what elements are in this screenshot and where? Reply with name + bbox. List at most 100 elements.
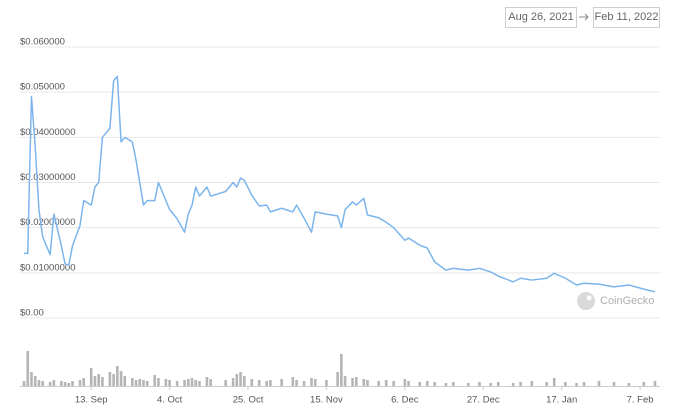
range-arrow bbox=[579, 13, 589, 21]
volume-bar bbox=[130, 378, 134, 386]
volume-bar bbox=[138, 379, 142, 386]
x-tick-label: 6. Dec bbox=[391, 395, 419, 406]
volume-bar bbox=[612, 382, 616, 386]
volume-bar bbox=[168, 380, 171, 386]
y-tick-label: $0.04000000 bbox=[20, 127, 75, 138]
volume-bar bbox=[302, 381, 306, 386]
volume-bar bbox=[384, 380, 388, 386]
volume-bar bbox=[164, 379, 168, 386]
volume-bar bbox=[134, 380, 138, 386]
x-tick-label: 17. Jan bbox=[546, 395, 577, 406]
volume-bar bbox=[89, 368, 93, 386]
volume-bar bbox=[78, 380, 82, 386]
volume-bar bbox=[198, 381, 201, 386]
y-tick-label: $0.01000000 bbox=[20, 262, 75, 273]
x-tick-label: 27. Dec bbox=[467, 395, 500, 406]
volume-bar bbox=[575, 383, 578, 386]
watermark-text: CoinGecko bbox=[600, 295, 654, 307]
volume-bar bbox=[418, 382, 422, 386]
volume-bar bbox=[295, 380, 298, 386]
x-tick-label: 25. Oct bbox=[233, 395, 264, 406]
volume-bar bbox=[343, 376, 347, 386]
volume-bar bbox=[280, 379, 283, 386]
volume-bar bbox=[653, 381, 657, 386]
y-tick-label: $0.050000 bbox=[20, 82, 65, 93]
volume-bar bbox=[325, 380, 328, 386]
date-to[interactable]: Feb 11, 2022 bbox=[593, 7, 660, 28]
volume-bar bbox=[157, 378, 160, 386]
volume-bar bbox=[82, 378, 86, 386]
volume-bar bbox=[194, 380, 198, 386]
volume-bar bbox=[153, 375, 156, 386]
y-tick-label: $0.060000 bbox=[20, 37, 65, 48]
volume-bar bbox=[355, 377, 358, 386]
price-line bbox=[24, 75, 656, 293]
volume-bar bbox=[452, 382, 455, 386]
volume-bar bbox=[313, 379, 317, 386]
volume-bar bbox=[392, 381, 395, 386]
volume-bar bbox=[478, 382, 481, 386]
volume-bar bbox=[119, 371, 123, 386]
volume-bar bbox=[63, 382, 67, 386]
volume-bar bbox=[291, 377, 295, 386]
volume-bar bbox=[597, 381, 601, 386]
volume-bar bbox=[407, 381, 410, 386]
y-tick-label: $0.00 bbox=[20, 308, 44, 319]
volume-bar bbox=[564, 382, 567, 386]
volume-bar bbox=[205, 377, 209, 386]
volume-bar bbox=[545, 382, 549, 386]
volume-bar bbox=[30, 372, 33, 386]
volume-bar bbox=[351, 378, 354, 386]
volume-bar bbox=[235, 374, 239, 386]
volume-bar bbox=[224, 380, 227, 386]
date-from[interactable]: Aug 26, 2021 bbox=[505, 7, 577, 28]
volume-bar bbox=[582, 382, 586, 386]
volume-bar bbox=[627, 383, 631, 386]
volume-bar bbox=[403, 379, 407, 386]
volume-bar bbox=[190, 378, 194, 386]
volume-bar bbox=[41, 381, 44, 386]
x-tick-label: 15. Nov bbox=[310, 395, 343, 406]
volume-bar bbox=[37, 380, 41, 386]
watermark: CoinGecko bbox=[577, 292, 654, 310]
volume-bar bbox=[444, 383, 448, 386]
volume-bar bbox=[433, 382, 437, 386]
volume-bar bbox=[108, 372, 112, 386]
x-tick-label: 13. Sep bbox=[75, 395, 108, 406]
volume-bar bbox=[340, 354, 343, 386]
volume-bar bbox=[93, 376, 97, 386]
volume-bar bbox=[377, 381, 381, 386]
volume-bar bbox=[257, 380, 261, 386]
volume-bar bbox=[265, 381, 268, 386]
volume-bar bbox=[101, 377, 104, 386]
volume-bar bbox=[496, 382, 500, 386]
volume-bar bbox=[489, 383, 493, 386]
volume-bar bbox=[269, 380, 272, 386]
volume-bar bbox=[530, 381, 534, 386]
volume-bar bbox=[175, 381, 179, 386]
volume-bar bbox=[467, 383, 470, 386]
volume-bar bbox=[112, 374, 115, 386]
x-tick-label: 7. Feb bbox=[627, 395, 654, 406]
volume-bar bbox=[239, 372, 242, 386]
volume-bar bbox=[71, 381, 74, 386]
volume-bar bbox=[362, 379, 366, 386]
volume-bar bbox=[52, 380, 56, 386]
volume-bar bbox=[250, 379, 254, 386]
volume-bar bbox=[116, 366, 119, 386]
volume-bar bbox=[145, 381, 149, 386]
volume-bar bbox=[22, 381, 26, 386]
volume-bar bbox=[67, 383, 71, 386]
volume-bar bbox=[60, 381, 63, 386]
y-tick-label: $0.02000000 bbox=[20, 217, 75, 228]
volume-bar bbox=[186, 379, 190, 386]
volume-bar bbox=[209, 379, 212, 386]
volume-bar bbox=[97, 374, 100, 386]
x-tick-label: 4. Oct bbox=[157, 395, 183, 406]
volume-bar bbox=[48, 382, 52, 386]
volume-bar bbox=[425, 381, 429, 386]
volume-bar bbox=[123, 376, 127, 386]
volume-bar bbox=[366, 380, 369, 386]
